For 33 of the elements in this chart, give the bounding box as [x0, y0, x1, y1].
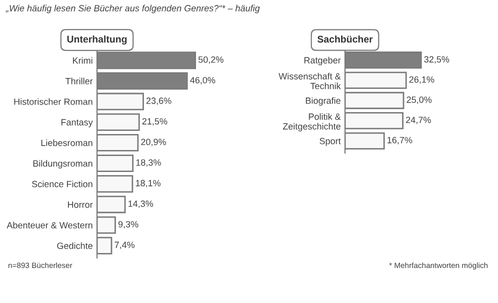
data-label: 7,4%: [114, 242, 135, 250]
y-tick-label: Science Fiction: [32, 180, 92, 188]
y-tick-label: Abenteuer & Western: [6, 222, 92, 228]
chart-subtitle: Sachbücher: [317, 35, 373, 43]
data-label: 18,3%: [136, 159, 161, 167]
y-tick-label: Gedichte: [57, 242, 92, 250]
data-label: 26,1%: [409, 76, 434, 84]
y-tick-label: Liebesroman: [41, 139, 92, 146]
data-label: 23,6%: [146, 98, 172, 106]
y-tick-label: Sport: [320, 138, 341, 146]
data-label: 50,2%: [198, 56, 224, 64]
chart-title: „Wie häufig lesen Sie Bücher aus folgenden Genres?“* – häufig: [6, 4, 260, 14]
data-label: 21,5%: [142, 118, 168, 126]
data-label: 14,3%: [128, 200, 154, 208]
y-tick-label: Krimi: [73, 57, 92, 64]
y-tick-label: Bildungsroman: [33, 160, 92, 168]
data-label: 18,1%: [136, 180, 161, 188]
data-label: 46,0%: [190, 76, 216, 84]
y-tick-label: Biografie: [306, 97, 340, 106]
y-tick-label: Historischer Roman: [14, 98, 92, 105]
data-label: 25,0%: [406, 96, 432, 104]
chart-subtitle: Unterhaltung: [67, 35, 127, 45]
y-tick-label: Ratgeber: [304, 56, 341, 66]
data-label: 24,7%: [406, 116, 431, 124]
data-label: 9,3%: [118, 221, 138, 229]
y-tick-label: Politik & Zeitgeschichte: [282, 113, 341, 132]
data-label: 20,9%: [141, 138, 166, 146]
data-label: 16,7%: [388, 136, 412, 144]
y-tick-label: Wissenschaft & Technik: [278, 72, 341, 90]
data-label: 32,5%: [424, 56, 450, 64]
y-tick-label: Fantasy: [61, 119, 93, 128]
y-tick-label: Horror: [68, 202, 93, 208]
y-tick-label: Thriller: [65, 78, 93, 84]
